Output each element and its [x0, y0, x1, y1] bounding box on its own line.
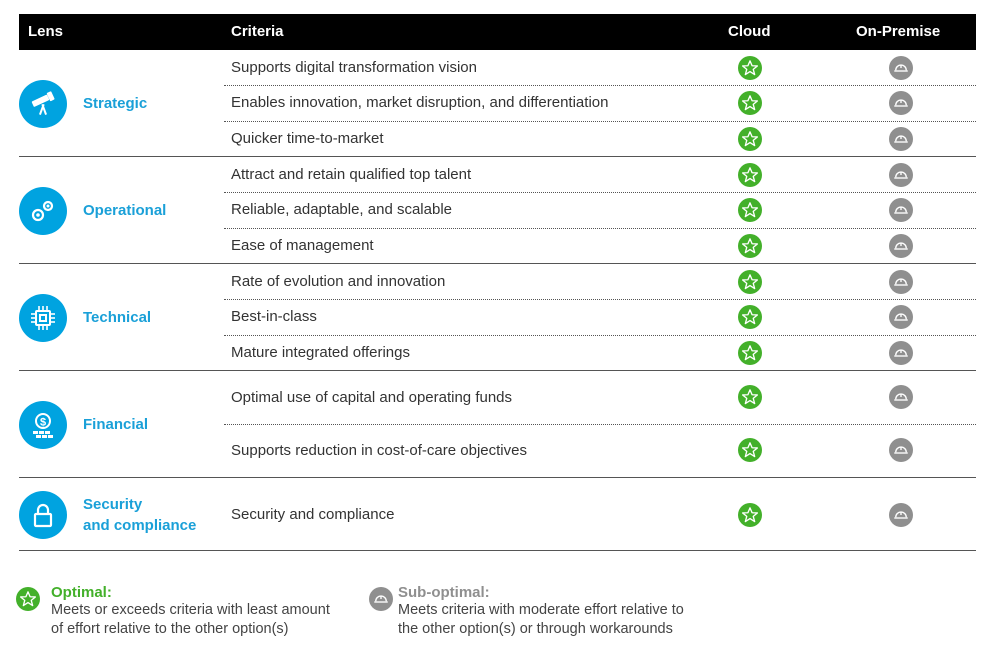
onprem-suboptimal-helmet-icon — [889, 270, 913, 294]
criteria-text: Mature integrated offerings — [231, 344, 410, 361]
lens-name-financial: Financial — [83, 416, 149, 433]
criteria-text: Supports digital transformation vision — [231, 59, 477, 76]
criteria-text: Best-in-class — [231, 308, 317, 325]
criteria-text: Supports reduction in cost-of-care objec… — [231, 442, 527, 459]
onprem-suboptimal-helmet-icon — [889, 127, 913, 151]
row-divider — [224, 85, 976, 86]
lens-name-security: Security and compliance — [83, 494, 196, 536]
onprem-suboptimal-helmet-icon — [889, 91, 913, 115]
group-divider — [19, 156, 976, 157]
row-divider — [224, 424, 976, 425]
group-divider — [19, 263, 976, 264]
onprem-suboptimal-helmet-icon — [889, 385, 913, 409]
telescope-icon — [19, 80, 67, 128]
criteria-text: Reliable, adaptable, and scalable — [231, 201, 452, 218]
lens-name-operational: Operational — [83, 202, 167, 219]
cloud-optimal-star-icon — [738, 163, 762, 187]
legend-optimal-star-icon — [16, 587, 40, 611]
criteria-text: Security and compliance — [231, 506, 395, 523]
legend-suboptimal-desc: the other option(s) or through workaroun… — [398, 621, 673, 637]
onprem-suboptimal-helmet-icon — [889, 503, 913, 527]
legend-optimal-desc: Meets or exceeds criteria with least amo… — [51, 602, 330, 618]
header-lens: Lens — [28, 23, 64, 40]
criteria-text: Optimal use of capital and operating fun… — [231, 389, 513, 406]
legend-optimal-title: Optimal: — [51, 584, 112, 601]
table-header: Lens Criteria Cloud On-Premise — [19, 14, 976, 50]
cloud-optimal-star-icon — [738, 56, 762, 80]
cloud-optimal-star-icon — [738, 503, 762, 527]
legend-suboptimal-title: Sub-optimal: — [398, 584, 490, 601]
group-divider — [19, 370, 976, 371]
legend-optimal: Optimal: Meets or exceeds criteria with … — [51, 584, 330, 639]
criteria-text: Enables innovation, market disruption, a… — [231, 94, 609, 111]
lens-name-strategic: Strategic — [83, 95, 148, 112]
lens-name-technical: Technical — [83, 309, 152, 326]
gears-icon — [19, 187, 67, 235]
onprem-suboptimal-helmet-icon — [889, 438, 913, 462]
header-criteria: Criteria — [231, 23, 284, 40]
cloud-optimal-star-icon — [738, 305, 762, 329]
lens-name-line1: Security — [83, 496, 143, 513]
chip-icon — [19, 294, 67, 342]
criteria-text: Ease of management — [231, 237, 374, 254]
cloud-optimal-star-icon — [738, 91, 762, 115]
cloud-optimal-star-icon — [738, 341, 762, 365]
cloud-optimal-star-icon — [738, 198, 762, 222]
cloud-optimal-star-icon — [738, 270, 762, 294]
onprem-suboptimal-helmet-icon — [889, 56, 913, 80]
criteria-text: Quicker time-to-market — [231, 130, 384, 147]
lock-icon — [19, 491, 67, 539]
row-divider — [224, 228, 976, 229]
table-bottom-border — [19, 550, 976, 551]
legend-optimal-desc: of effort relative to the other option(s… — [51, 621, 289, 637]
onprem-suboptimal-helmet-icon — [889, 163, 913, 187]
onprem-suboptimal-helmet-icon — [889, 305, 913, 329]
header-onprem: On-Premise — [856, 23, 941, 40]
lens-name-line2: and compliance — [83, 517, 197, 534]
legend-suboptimal-desc: Meets criteria with moderate effort rela… — [398, 602, 684, 618]
criteria-text: Attract and retain qualified top talent — [231, 166, 472, 183]
group-divider — [19, 477, 976, 478]
onprem-suboptimal-helmet-icon — [889, 341, 913, 365]
legend-suboptimal: Sub-optimal: Meets criteria with moderat… — [398, 584, 684, 639]
cloud-optimal-star-icon — [738, 438, 762, 462]
money-icon: $ — [19, 401, 67, 449]
onprem-suboptimal-helmet-icon — [889, 198, 913, 222]
cloud-optimal-star-icon — [738, 385, 762, 409]
cloud-optimal-star-icon — [738, 234, 762, 258]
cloud-optimal-star-icon — [738, 127, 762, 151]
row-divider — [224, 335, 976, 336]
svg-text:$: $ — [40, 417, 46, 429]
row-divider — [224, 192, 976, 193]
onprem-suboptimal-helmet-icon — [889, 234, 913, 258]
header-cloud: Cloud — [728, 23, 771, 40]
criteria-text: Rate of evolution and innovation — [231, 273, 446, 290]
legend-suboptimal-helmet-icon — [369, 587, 393, 611]
row-divider — [224, 299, 976, 300]
row-divider — [224, 121, 976, 122]
